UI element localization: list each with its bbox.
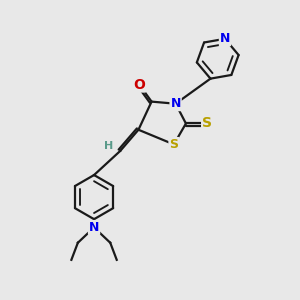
Text: N: N	[220, 32, 230, 45]
Text: S: S	[202, 116, 212, 130]
Text: S: S	[169, 138, 178, 151]
Text: N: N	[170, 97, 181, 110]
Text: N: N	[89, 221, 99, 234]
Text: H: H	[104, 141, 114, 151]
Text: O: O	[133, 77, 145, 92]
